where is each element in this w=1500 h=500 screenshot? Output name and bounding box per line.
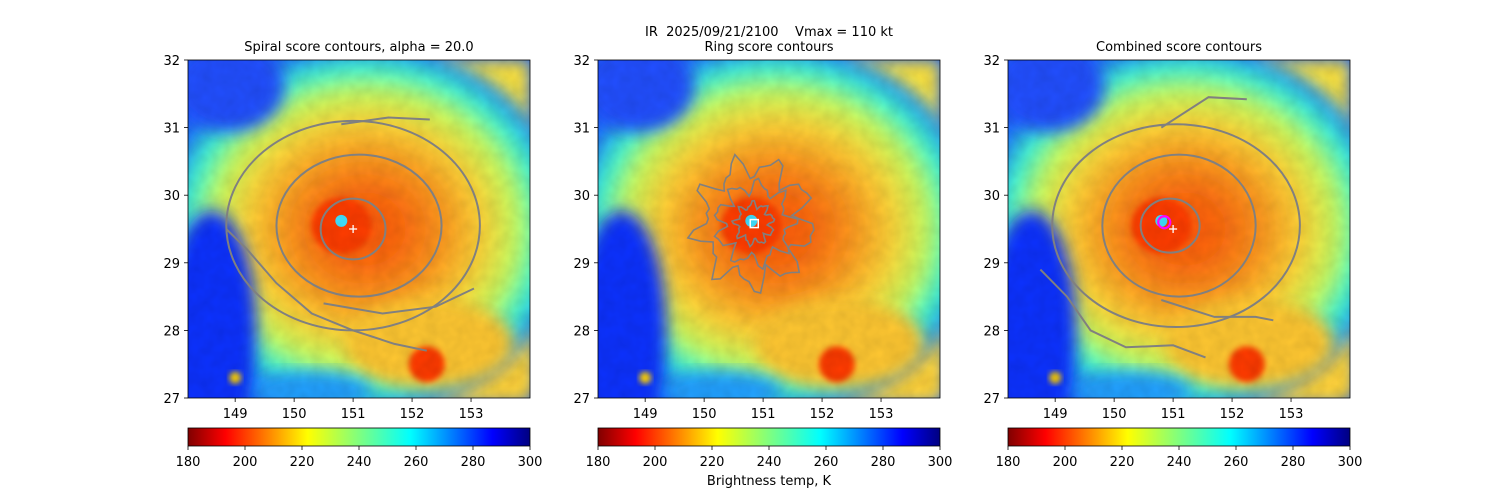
y-tick-label: 29: [163, 257, 180, 272]
y-tick-label: 30: [983, 189, 1000, 204]
spiral-arm-contour-2: [323, 287, 475, 315]
spiral-arm-contour-1: [1039, 268, 1206, 359]
x-tick-label: 149: [223, 407, 248, 422]
colorbar-tick-label: 260: [1224, 455, 1249, 470]
colorbar-tick-label: 220: [700, 455, 725, 470]
spiral-arm-contour-1: [225, 228, 428, 352]
y-tick-label: 31: [983, 122, 1000, 137]
x-tick-label: 153: [869, 407, 894, 422]
colorbar-tick-label: 300: [518, 455, 543, 470]
satellite-image: [1008, 60, 1350, 398]
ring-contour-level-2: [713, 177, 799, 271]
score-contours: [686, 153, 815, 294]
colorbar-tick-label: 240: [347, 455, 372, 470]
score-contours: [1039, 96, 1301, 359]
colorbar: 180 200 220 240 260 280 300: [996, 427, 1363, 470]
x-tick-label: 152: [1220, 407, 1245, 422]
center-plus-marker: [1169, 225, 1178, 233]
x-tick-label: 150: [692, 407, 717, 422]
colorbar-tick-label: 200: [643, 455, 668, 470]
y-tick-label: 32: [983, 54, 1000, 69]
x-tick-label: 152: [810, 407, 835, 422]
colorbar-tick-label: 260: [814, 455, 839, 470]
axes-frame: [1007, 59, 1351, 399]
satellite-image: [188, 60, 530, 398]
y-tick-label: 32: [573, 54, 590, 69]
y-tick-label: 28: [163, 324, 180, 339]
score-contour-level-3: [1051, 123, 1301, 329]
colorbar-tick-label: 220: [290, 455, 315, 470]
x-tick-label: 151: [751, 407, 776, 422]
colorbar-tick-label: 200: [1053, 455, 1078, 470]
y-tick-label: 31: [573, 122, 590, 137]
y-tick-label: 32: [163, 54, 180, 69]
y-tick-label: 30: [573, 189, 590, 204]
score-contour-level-1: [319, 197, 387, 261]
colorbar-label: Brightness temp, K: [707, 474, 832, 489]
chart-panel-3: Combined score contours 149 150 151 152 153 27…: [983, 40, 1363, 470]
colorbar-tick-label: 280: [461, 455, 486, 470]
x-tick-label: 152: [400, 407, 425, 422]
colorbar: 180 200 220 240 260 280 300: [176, 427, 543, 470]
x-tick-label: 149: [1043, 407, 1068, 422]
panel-title: Combined score contours: [1096, 40, 1262, 55]
chart-panel-2: Ring score contours 149 150 151 152 153 27 28 29…: [573, 40, 953, 470]
panel-title: Ring score contours: [704, 40, 833, 55]
center-square-marker: [749, 218, 760, 229]
center-plus-marker: [349, 225, 358, 233]
axes-frame: [187, 59, 531, 399]
colorbar-tick-label: 180: [586, 455, 611, 470]
colorbar-tick-label: 220: [1110, 455, 1135, 470]
spiral-arm-contour-2: [1160, 299, 1274, 322]
y-tick-label: 30: [163, 189, 180, 204]
panel-title: Spiral score contours, alpha = 20.0: [244, 40, 473, 55]
x-tick-label: 151: [1161, 407, 1186, 422]
spiral-arm-contour-3: [1160, 96, 1247, 129]
spiral-arm-contour-3: [341, 116, 430, 126]
score-contour-level-1: [1139, 197, 1201, 254]
y-tick-label: 27: [983, 392, 1000, 407]
x-tick-label: 150: [282, 407, 307, 422]
score-contours: [225, 116, 481, 352]
x-tick-label: 150: [1102, 407, 1127, 422]
colorbar: 180 200 220 240 260 280 300: [586, 427, 953, 470]
x-tick-label: 149: [633, 407, 658, 422]
colorbar-gradient: [187, 427, 531, 447]
satellite-image: [598, 60, 940, 398]
image-texture: [188, 60, 530, 398]
x-tick-label: 153: [459, 407, 484, 422]
colorbar-tick-label: 240: [1167, 455, 1192, 470]
figure-suptitle: IR 2025/09/21/2100 Vmax = 110 kt: [645, 25, 893, 40]
score-contour-level-2: [275, 153, 443, 298]
center-circle-marker: [1157, 215, 1172, 230]
colorbar-tick-label: 200: [233, 455, 258, 470]
y-tick-label: 29: [573, 257, 590, 272]
x-tick-label: 153: [1279, 407, 1304, 422]
colorbar-tick-label: 300: [1338, 455, 1363, 470]
colorbar-gradient: [597, 427, 941, 447]
y-tick-label: 31: [163, 122, 180, 137]
colorbar-tick-label: 260: [404, 455, 429, 470]
colorbar-gradient: [1007, 427, 1351, 447]
colorbar-tick-label: 280: [871, 455, 896, 470]
y-tick-label: 27: [163, 392, 180, 407]
colorbar-tick-label: 280: [1281, 455, 1306, 470]
y-tick-label: 28: [983, 324, 1000, 339]
colorbar-tick-label: 300: [928, 455, 953, 470]
x-tick-label: 151: [341, 407, 366, 422]
y-tick-label: 29: [983, 257, 1000, 272]
ring-contour-level-3: [730, 199, 776, 249]
score-contour-level-2: [1101, 153, 1257, 298]
ring-contour-level-1: [686, 153, 815, 294]
colorbar-tick-label: 180: [996, 455, 1021, 470]
chart-panel-1: Spiral score contours, alpha = 20.0 149 15…: [163, 40, 543, 470]
axes-frame: [597, 59, 941, 399]
colorbar-tick-label: 240: [757, 455, 782, 470]
y-tick-label: 27: [573, 392, 590, 407]
image-texture: [598, 60, 940, 398]
y-tick-label: 28: [573, 324, 590, 339]
colorbar-tick-label: 180: [176, 455, 201, 470]
